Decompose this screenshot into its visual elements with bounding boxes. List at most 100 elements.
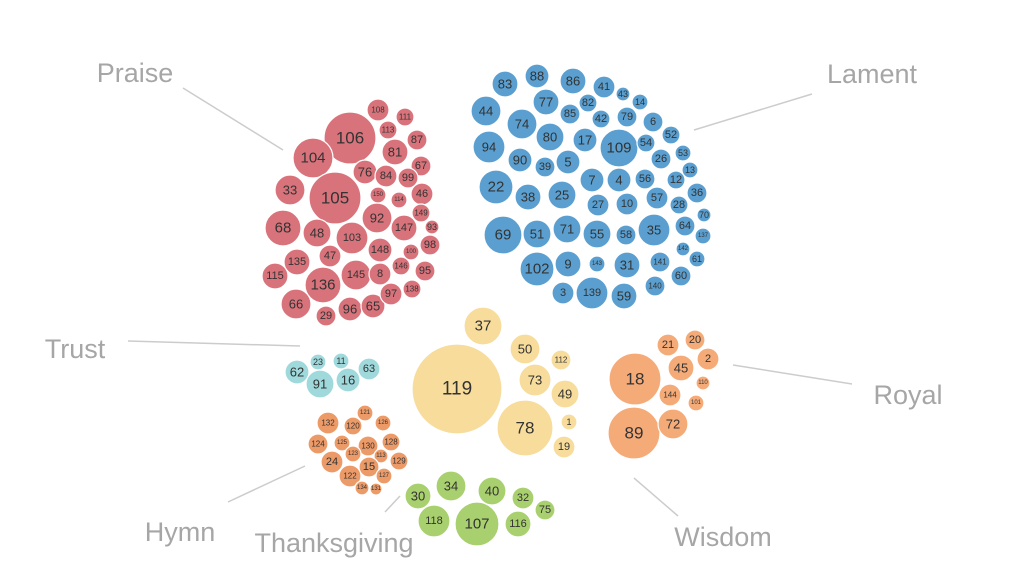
thanksgiving-bubble: 118	[417, 504, 451, 538]
hymn-bubble-label: 132	[321, 419, 335, 428]
praise-bubble: 103	[335, 221, 369, 255]
praise-bubble-circle	[424, 219, 440, 235]
lament-bubble-circle	[696, 207, 712, 223]
praise-bubble-circle	[397, 167, 419, 189]
hymn-bubble-label: 125	[337, 440, 348, 446]
hymn-bubble: 134	[354, 480, 370, 496]
lament-bubble: 74	[506, 108, 538, 140]
lament-bubble: 86	[559, 67, 587, 95]
praise-bubble: 145	[340, 259, 372, 291]
wisdom-bubble-circle	[509, 333, 541, 365]
royal-bubble-circle	[696, 347, 720, 371]
lament-bubble-label: 59	[617, 289, 631, 304]
lament-bubble-label: 70	[699, 210, 709, 220]
praise-cluster: 106 104 105 33 68 48 103 135 47 136 115 66 29 96 65 145…	[261, 98, 441, 327]
praise-bubble-label: 93	[427, 222, 437, 232]
lament-bubble-circle	[586, 193, 610, 217]
lament-bubble-label: 12	[670, 174, 682, 186]
lament-bubble-circle	[634, 168, 656, 190]
lament-bubble-circle	[674, 215, 696, 237]
praise-bubble-circle	[302, 218, 332, 248]
praise-bubble-circle	[280, 288, 312, 320]
wisdom-bubble-label: 78	[516, 419, 535, 438]
royal-bubble: 45	[667, 354, 695, 382]
lament-bubble-circle	[472, 130, 506, 164]
lament-bubble-label: 4	[615, 173, 622, 188]
lament-bubble-circle	[552, 214, 582, 244]
lament-bubble-label: 7	[588, 173, 595, 188]
praise-bubble-label: 148	[371, 244, 389, 256]
wisdom-bubble: 50	[509, 333, 541, 365]
praise-bubble: 138	[402, 279, 422, 299]
praise-bubble: 114	[390, 191, 408, 209]
trust-bubble: 16	[335, 367, 361, 393]
hymn-bubble: 24	[320, 450, 344, 474]
lament-bubble-circle	[649, 251, 671, 273]
royal-bubble-label: 21	[662, 339, 674, 351]
praise-leader-line	[182, 87, 284, 151]
praise-bubble: 149	[411, 203, 431, 223]
hymn-bubble-label: 127	[379, 473, 390, 479]
praise-bubble: 68	[264, 209, 302, 247]
lament-bubble-circle	[636, 133, 656, 153]
wisdom-bubble: 112	[550, 349, 572, 371]
wisdom-bubble-circle	[463, 306, 503, 346]
lament-bubble-circle	[522, 219, 552, 249]
royal-bubble: 110	[695, 375, 711, 391]
lament-bubble-label: 17	[578, 133, 592, 148]
praise-bubble-circle	[379, 282, 403, 306]
hymn-bubble-circle	[333, 434, 351, 452]
lament-bubble-label: 109	[606, 140, 631, 157]
royal-leader-line	[732, 364, 853, 385]
thanksgiving-bubble-circle	[454, 501, 500, 547]
praise-bubble-circle	[308, 171, 362, 225]
lament-bubble: 10	[615, 192, 639, 216]
praise-bubble-circle	[261, 262, 289, 290]
praise-bubble: 115	[261, 262, 289, 290]
trust-bubble-circle	[284, 359, 310, 385]
praise-bubble-label: 115	[266, 270, 284, 282]
praise-bubble-label: 145	[347, 269, 365, 281]
lament-bubble-circle	[666, 170, 686, 190]
lament-bubble-circle	[675, 241, 691, 257]
praise-bubble-label: 105	[321, 189, 349, 208]
wisdom-bubble-label: 50	[518, 342, 532, 357]
thanksgiving-bubble-label: 30	[411, 489, 425, 504]
lament-bubble: 109	[599, 128, 639, 168]
trust-bubble: 62	[284, 359, 310, 385]
lament-bubble-circle	[637, 213, 671, 247]
thanksgiving-bubble-label: 107	[464, 516, 489, 533]
lament-bubble-label: 52	[665, 129, 677, 141]
lament-bubble-label: 61	[692, 254, 702, 264]
wisdom-bubble-circle	[560, 413, 578, 431]
trust-bubble-label: 23	[313, 357, 323, 367]
lament-bubble-circle	[578, 93, 598, 113]
praise-bubble: 106	[323, 111, 377, 165]
lament-bubble-label: 86	[566, 74, 580, 89]
lament-bubble-circle	[686, 182, 708, 204]
lament-bubble-label: 88	[530, 69, 544, 84]
lament-bubble-circle	[575, 276, 609, 310]
thanksgiving-bubble-label: 34	[444, 479, 458, 494]
lament-bubble-label: 35	[647, 223, 661, 238]
wisdom-bubble: 119	[411, 343, 503, 435]
royal-bubble-circle	[687, 394, 705, 412]
lament-bubble: 58	[615, 224, 637, 246]
lament-bubble-circle	[650, 148, 672, 170]
hymn-bubble-label: 131	[371, 486, 382, 492]
wisdom-bubble-label: 112	[555, 356, 568, 365]
lament-bubble-label: 60	[675, 270, 687, 282]
praise-bubble: 65	[360, 293, 386, 319]
praise-bubble-circle	[369, 186, 387, 204]
lament-bubble-label: 41	[598, 81, 610, 93]
wisdom-bubble-label: 1	[566, 417, 571, 427]
trust-bubble-label: 91	[313, 377, 327, 392]
praise-bubble-circle	[391, 256, 411, 276]
lament-bubble: 3	[551, 281, 575, 305]
lament-bubble-circle	[645, 186, 669, 210]
lament-bubble-circle	[579, 167, 605, 193]
lament-bubble-label: 80	[543, 130, 557, 145]
praise-bubble-label: 106	[336, 129, 364, 148]
